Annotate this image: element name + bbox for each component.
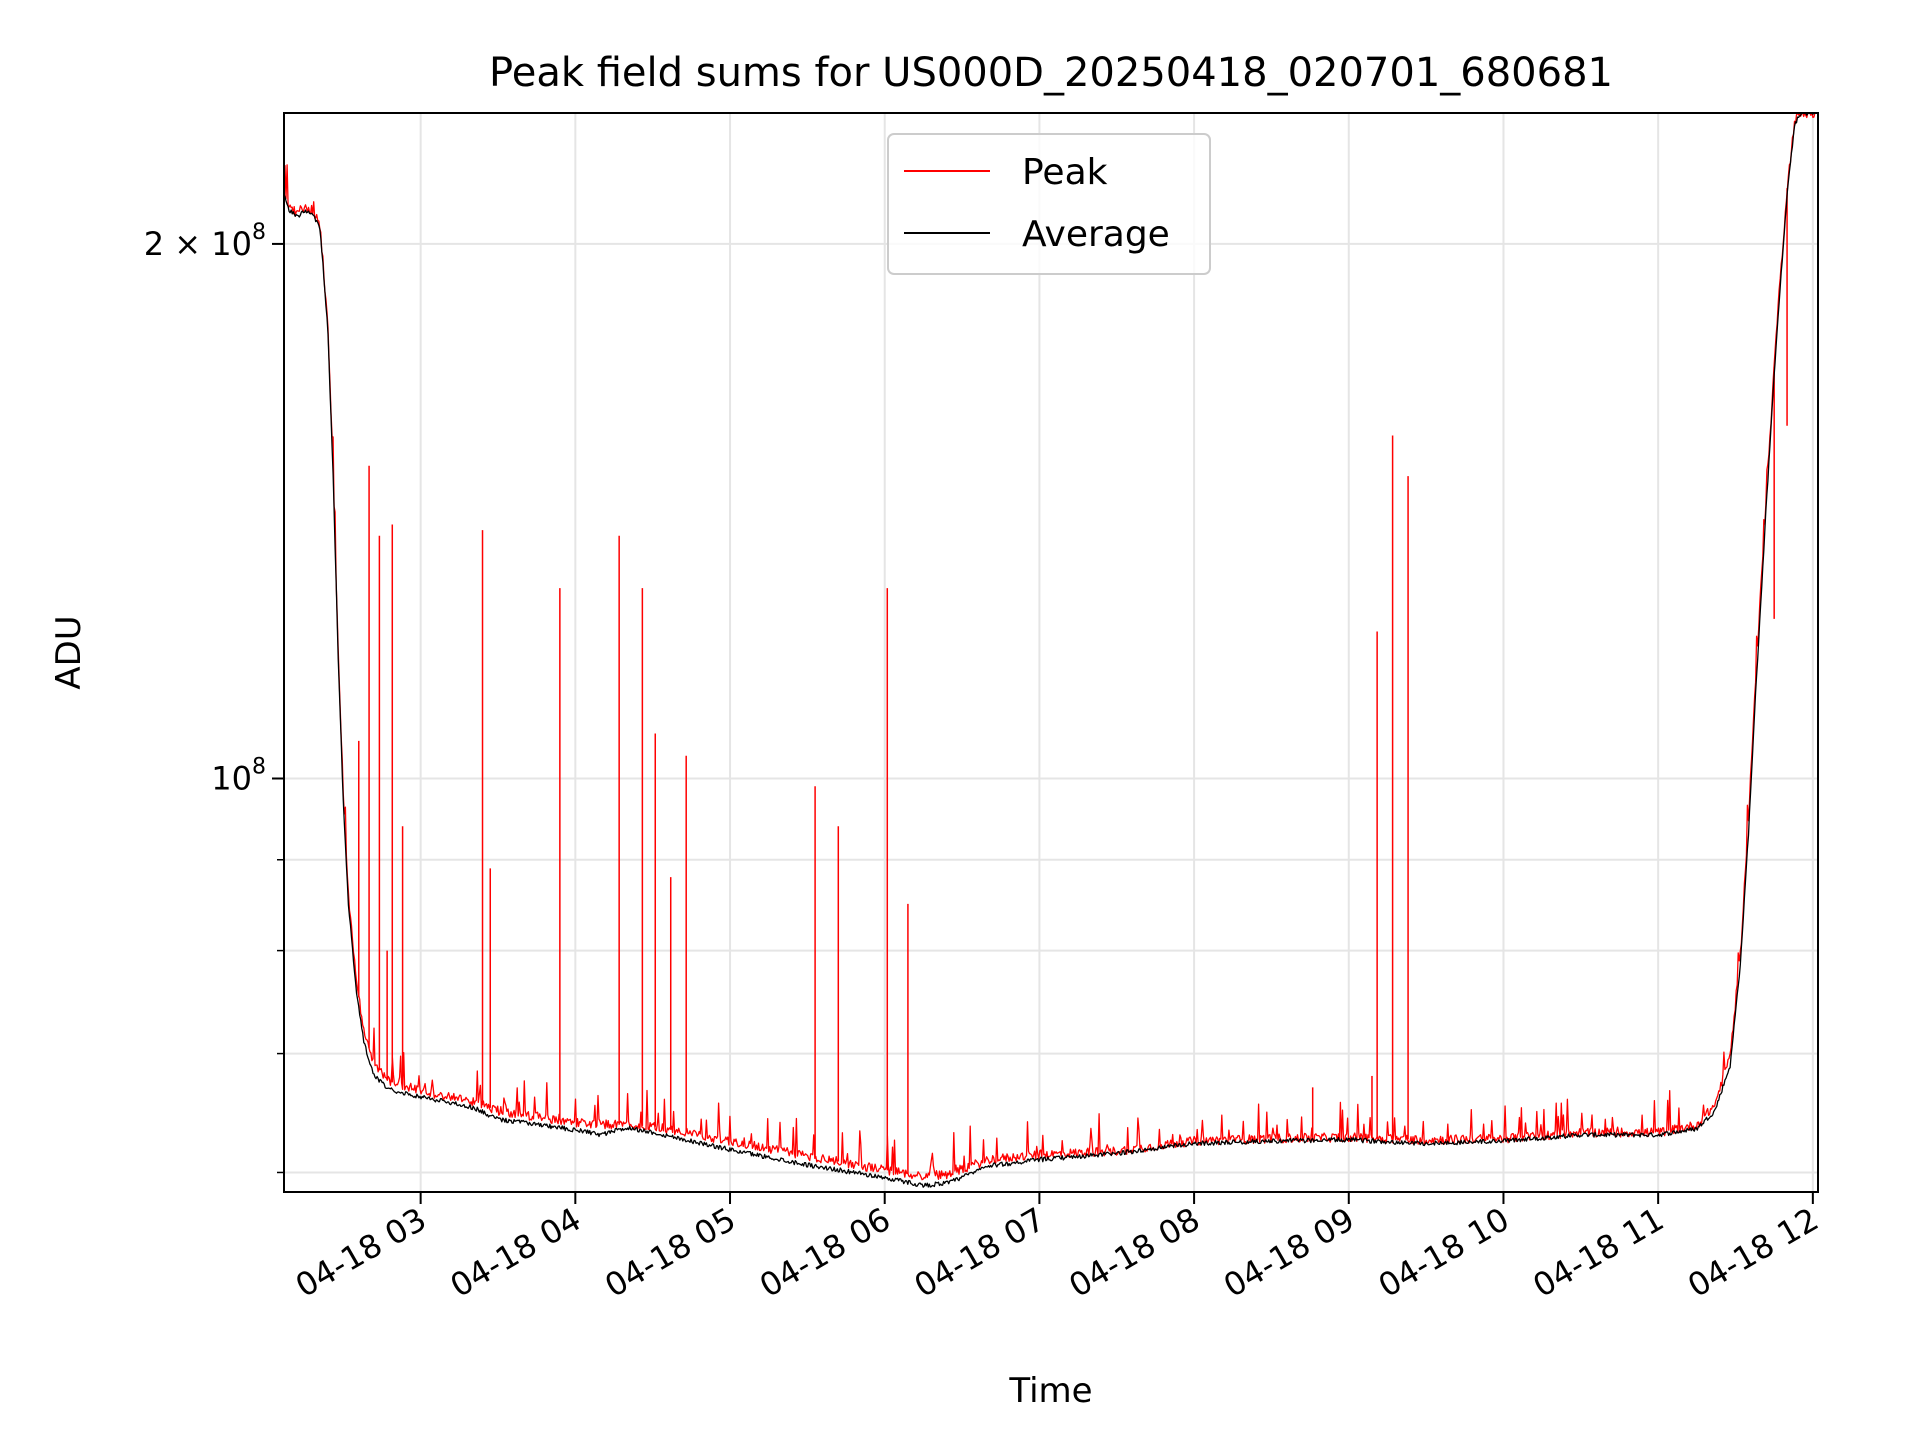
x-axis-label: Time	[1008, 1371, 1092, 1411]
chart-title: Peak field sums for US000D_20250418_0207…	[489, 50, 1613, 96]
legend: Peak Average	[887, 133, 1211, 275]
y-axis-label: ADU	[49, 615, 89, 689]
grid	[284, 113, 1818, 1192]
series-line-average	[283, 112, 1818, 1188]
plot-area	[283, 112, 1818, 1188]
y-tick-label: 108	[211, 755, 266, 798]
series-line-peak	[283, 112, 1818, 1181]
y-tick-label: 2 × 108	[144, 220, 266, 263]
legend-box	[887, 133, 1211, 275]
legend-label-peak: Peak	[1022, 152, 1108, 193]
axes-frame	[283, 112, 1819, 1193]
y-axis-ticks: 2 × 108 108	[144, 220, 284, 1174]
legend-label-average: Average	[1022, 214, 1170, 255]
